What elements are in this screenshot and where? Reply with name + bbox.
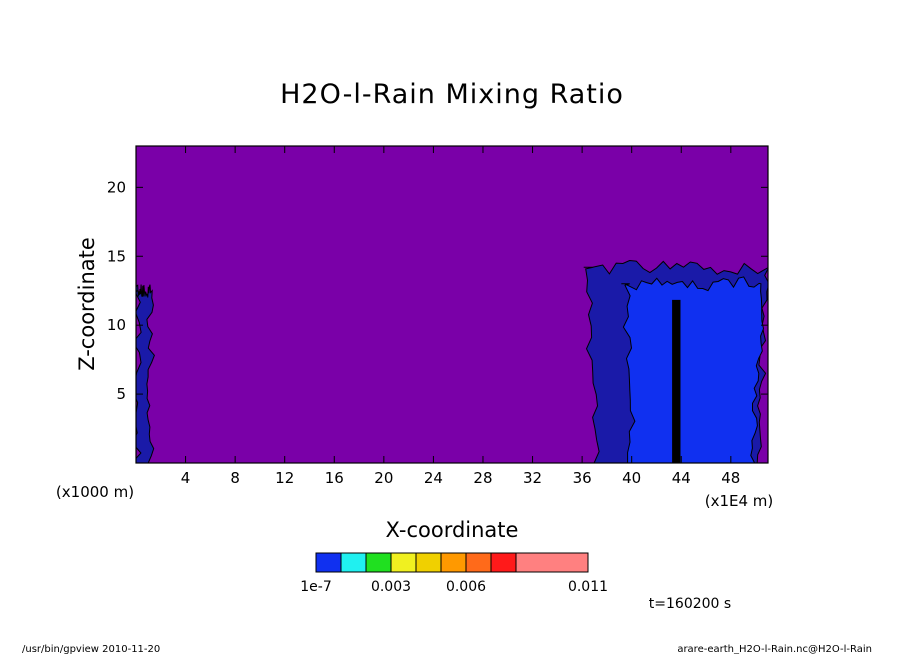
colorbar-label: 1e-7 bbox=[300, 579, 331, 595]
colorbar-swatch bbox=[340, 552, 367, 573]
colorbar-label: 0.011 bbox=[568, 579, 608, 595]
y-tick-label: 5 bbox=[116, 385, 126, 403]
y-tick-label: 10 bbox=[107, 316, 126, 334]
region-storm-column bbox=[672, 299, 681, 463]
x-tick-label: 28 bbox=[473, 469, 492, 487]
colorbar-swatch bbox=[365, 552, 392, 573]
x-axis-label: X-coordinate bbox=[386, 518, 519, 542]
colorbar-swatch bbox=[390, 552, 417, 573]
x-tick-label: 12 bbox=[275, 469, 294, 487]
x-tick-label: 36 bbox=[573, 469, 592, 487]
colorbar-label: 0.003 bbox=[371, 579, 411, 595]
y-tick-label: 15 bbox=[107, 247, 126, 265]
plot-frame bbox=[135, 145, 769, 464]
region-storm-core bbox=[621, 276, 765, 463]
x-tick-label: 40 bbox=[622, 469, 641, 487]
plot-area bbox=[135, 145, 769, 464]
colorbar: 1e-7 0.003 0.006 0.011 bbox=[300, 552, 608, 595]
colorbar-swatch bbox=[415, 552, 442, 573]
colorbar-swatch bbox=[465, 552, 492, 573]
footer-left: /usr/bin/gpview 2010-11-20 bbox=[22, 644, 160, 654]
y-tick-label: 20 bbox=[107, 178, 126, 196]
colorbar-swatch bbox=[490, 552, 517, 573]
y-unit-label: (x1000 m) bbox=[56, 483, 134, 501]
time-label: t=160200 s bbox=[649, 596, 731, 612]
region-left-edge bbox=[136, 284, 155, 463]
colorbar-swatch bbox=[315, 552, 342, 573]
x-tick-label: 48 bbox=[721, 469, 740, 487]
colorbar-swatch bbox=[515, 552, 589, 573]
x-tick-label: 20 bbox=[374, 469, 393, 487]
x-tick-label: 16 bbox=[325, 469, 344, 487]
x-axis: 4 8 12 16 20 24 28 32 36 40 44 48 bbox=[181, 146, 740, 487]
x-tick-label: 8 bbox=[230, 469, 240, 487]
x-tick-label: 24 bbox=[424, 469, 443, 487]
y-axis: 5 10 15 20 bbox=[107, 178, 768, 403]
chart-title: H2O-l-Rain Mixing Ratio bbox=[280, 79, 624, 110]
x-unit-label: (x1E4 m) bbox=[705, 492, 774, 510]
x-tick-label: 4 bbox=[181, 469, 191, 487]
x-tick-label: 32 bbox=[523, 469, 542, 487]
colorbar-label: 0.006 bbox=[446, 579, 486, 595]
colorbar-swatch bbox=[440, 552, 467, 573]
x-tick-label: 44 bbox=[672, 469, 691, 487]
footer-right: arare-earth_H2O-l-Rain.nc@H2O-l-Rain bbox=[677, 644, 872, 654]
y-axis-label: Z-coordinate bbox=[75, 237, 99, 371]
